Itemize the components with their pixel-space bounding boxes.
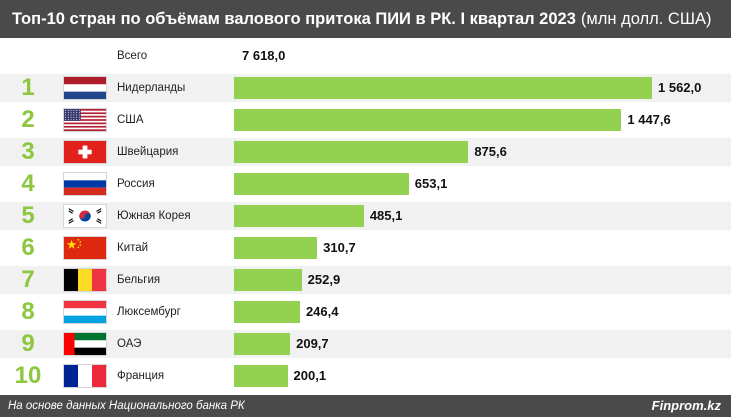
bar-mark <box>234 173 409 195</box>
netherlands-flag-icon <box>63 76 107 100</box>
bar-mark <box>234 365 288 387</box>
value-label: 246,4 <box>305 304 339 319</box>
chart-row: 7 Бельгия 252,9 <box>0 266 731 294</box>
chart-row: 3 Швейцария 875,6 <box>0 138 731 166</box>
chart-row: 5 Южная Корея 485,1 <box>0 202 731 230</box>
china-flag-icon <box>63 236 107 260</box>
chart-title: Топ-10 стран по объёмам валового притока… <box>12 9 576 28</box>
country-label: Франция <box>117 370 165 382</box>
chart-unit: (млн долл. США) <box>580 9 712 28</box>
value-label: 252,9 <box>307 272 341 287</box>
country-label: Бельгия <box>117 274 161 286</box>
value-label: 310,7 <box>323 240 356 255</box>
usa-flag-icon <box>63 108 107 132</box>
brand-logo: Finprom.kz <box>651 398 721 413</box>
chart-row: 1 Нидерланды 1 562,0 <box>0 74 731 102</box>
value-label: 1 447,6 <box>627 112 671 127</box>
value-label: 875,6 <box>474 144 507 159</box>
rank-label: 8 <box>21 298 35 325</box>
country-label: Люксембург <box>117 306 181 318</box>
value-label: 200,1 <box>293 368 327 383</box>
value-label: 209,7 <box>296 336 329 351</box>
country-label: ОАЭ <box>117 338 142 350</box>
russia-flag-icon <box>63 172 107 196</box>
country-label: Швейцария <box>117 146 179 158</box>
chart-row: 10 Франция 200,1 <box>0 362 731 390</box>
chart-row: 8 Люксембург 246,4 <box>0 298 731 326</box>
rank-label: 6 <box>21 234 35 261</box>
chart-row: 4 Россия 653,1 <box>0 170 731 198</box>
rank-label: 2 <box>21 106 35 133</box>
bar-mark <box>234 333 291 355</box>
country-label: США <box>117 114 144 126</box>
rank-label: 9 <box>21 330 35 357</box>
country-label: Нидерланды <box>117 82 186 94</box>
south-korea-flag-icon <box>63 204 107 228</box>
source-note: На основе данных Национального банка РК <box>8 400 245 412</box>
bar-mark <box>234 301 300 323</box>
total-label: Всего <box>117 50 148 62</box>
luxembourg-flag-icon <box>63 300 107 324</box>
chart-header: Топ-10 стран по объёмам валового притока… <box>0 0 731 38</box>
switzerland-flag-icon <box>63 140 107 164</box>
bar-mark <box>234 237 318 259</box>
bar-mark <box>234 77 652 99</box>
bar-mark <box>234 269 302 291</box>
value-label: 653,1 <box>414 176 448 191</box>
rank-label: 1 <box>21 74 35 101</box>
chart-row: 9 ОАЭ 209,7 <box>0 330 731 358</box>
bar-mark <box>234 205 364 227</box>
belgium-flag-icon <box>63 268 107 292</box>
bar-mark <box>234 141 469 163</box>
footer: На основе данных Национального банка РК … <box>0 395 731 417</box>
value-label: 485,1 <box>369 208 403 223</box>
rank-label: 4 <box>21 170 35 197</box>
chart-row: 2 США 1 447,6 <box>0 106 731 134</box>
uae-flag-icon <box>63 332 107 356</box>
rank-label: 3 <box>21 138 35 165</box>
rank-label: 5 <box>21 202 35 229</box>
country-label: Южная Корея <box>117 210 191 222</box>
total-value: 7 618,0 <box>242 48 286 63</box>
total-row: Всего 7 618,0 <box>0 42 731 70</box>
country-label: Китай <box>117 242 149 254</box>
country-label: Россия <box>117 178 155 190</box>
france-flag-icon <box>63 364 107 388</box>
bar-mark <box>234 109 622 131</box>
value-label: 1 562,0 <box>658 80 702 95</box>
chart-row: 6 Китай 310,7 <box>0 234 731 262</box>
rank-label: 10 <box>14 362 42 389</box>
rank-label: 7 <box>21 266 35 293</box>
bar-chart: Всего 7 618,0 1 Нидерланды 1 562,0 2 США 1 447,… <box>0 38 731 395</box>
